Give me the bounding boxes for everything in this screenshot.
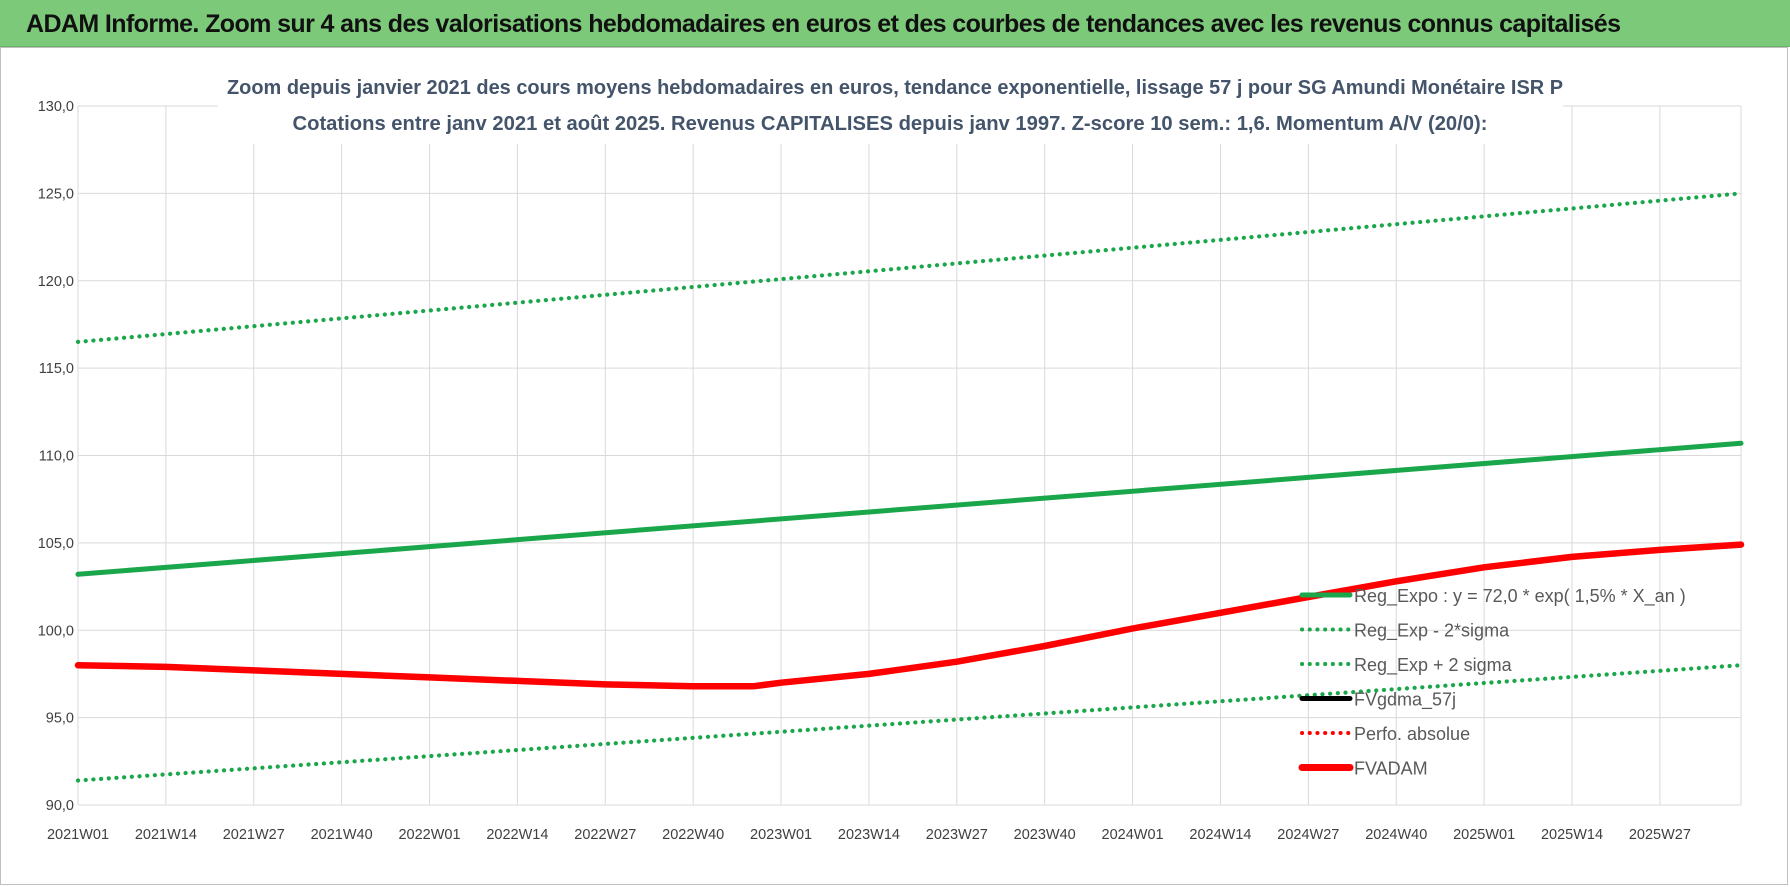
- y-axis: 90,0 95,0 100,0 105,0 110,0 115,0 120,0 125,0 13…: [38, 99, 74, 814]
- gridlines: [77, 105, 1742, 806]
- chart-title-line-2: Cotations entre janv 2021 et août 2025. …: [293, 112, 1488, 135]
- x-tick-label: 2021W14: [135, 827, 197, 843]
- y-tick-label: 125,0: [38, 186, 74, 202]
- chart-title-background: [218, 64, 1563, 144]
- x-tick-label: 2022W40: [662, 827, 724, 843]
- chart-title-line-1: Zoom depuis janvier 2021 des cours moyen…: [227, 76, 1563, 99]
- x-tick-label: 2023W40: [1014, 827, 1076, 843]
- x-tick-label: 2024W01: [1102, 827, 1164, 843]
- legend-label: Reg_Exp - 2*sigma: [1354, 621, 1510, 642]
- x-tick-label: 2021W40: [311, 827, 373, 843]
- series-line-reg_expo: [75, 440, 1744, 577]
- x-tick-label: 2021W01: [47, 827, 109, 843]
- x-tick-label: 2025W27: [1629, 827, 1691, 843]
- x-tick-label: 2022W14: [486, 827, 548, 843]
- y-tick-label: 95,0: [46, 711, 74, 727]
- x-tick-label: 2024W14: [1189, 827, 1251, 843]
- plot-area: [74, 191, 1745, 783]
- x-tick-label: 2023W01: [750, 827, 812, 843]
- legend: Reg_Expo : y = 72,0 * exp( 1,5% * X_an )…: [1298, 586, 1686, 779]
- legend-label: FVgdma_57j: [1354, 690, 1456, 711]
- y-tick-label: 100,0: [38, 623, 74, 639]
- x-tick-label: 2023W27: [926, 827, 988, 843]
- series-line-reg_exp: [75, 191, 1744, 344]
- y-tick-label: 115,0: [39, 361, 74, 377]
- banner-title: ADAM Informe. Zoom sur 4 ans des valoris…: [26, 10, 1621, 38]
- legend-label: Reg_Exp + 2 sigma: [1354, 655, 1513, 676]
- title-banner: ADAM Informe. Zoom sur 4 ans des valoris…: [0, 0, 1790, 47]
- x-tick-label: 2023W14: [838, 827, 900, 843]
- legend-label: Perfo. absolue: [1354, 724, 1470, 744]
- x-tick-label: 2022W01: [398, 827, 460, 843]
- x-tick-label: 2021W27: [223, 827, 285, 843]
- x-tick-label: 2025W01: [1453, 827, 1515, 843]
- x-tick-label: 2022W27: [574, 827, 636, 843]
- y-tick-label: 120,0: [38, 274, 74, 290]
- y-tick-label: 130,0: [38, 99, 74, 115]
- y-tick-label: 110,0: [39, 449, 74, 465]
- y-tick-label: 90,0: [46, 798, 74, 814]
- series-line-reg_exp: [75, 663, 1744, 783]
- x-tick-label: 2024W27: [1277, 827, 1339, 843]
- legend-label: FVADAM: [1354, 759, 1428, 779]
- x-axis: 2021W01 2021W14 2021W27 2021W40 2022W01 2022W…: [47, 827, 1691, 843]
- series-line-fvadam: [74, 541, 1745, 690]
- y-tick-label: 105,0: [38, 536, 74, 552]
- chart-frame: [0, 47, 1788, 885]
- x-tick-label: 2025W14: [1541, 827, 1603, 843]
- legend-label: Reg_Expo : y = 72,0 * exp( 1,5% * X_an ): [1354, 586, 1686, 607]
- x-tick-label: 2024W40: [1365, 827, 1427, 843]
